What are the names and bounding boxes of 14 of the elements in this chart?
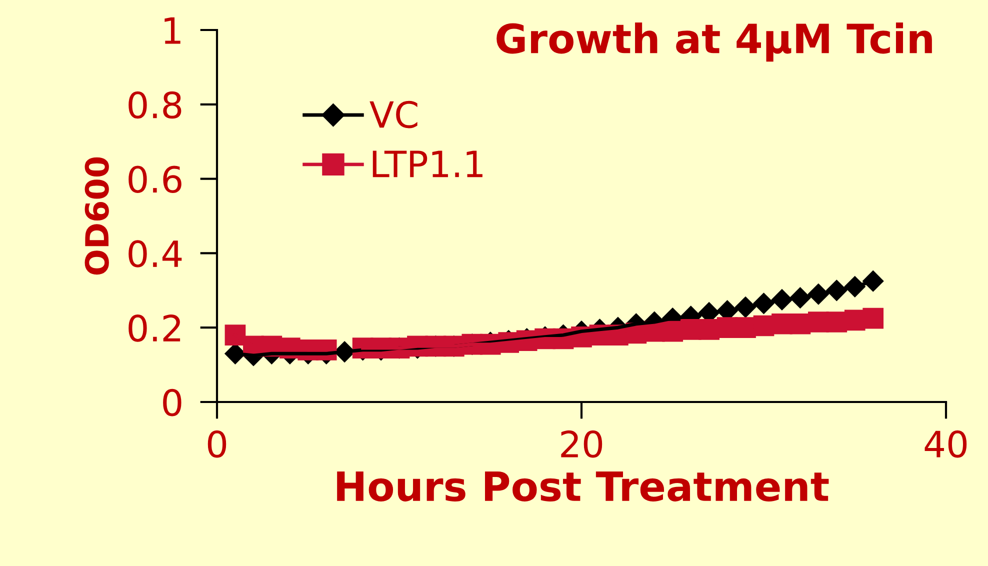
- y-axis-title: OD600: [84, 157, 109, 275]
- legend-label: LTP1.1: [372, 150, 482, 178]
- y-tick-label: 1: [164, 17, 180, 44]
- y-tick-label: 0: [163, 388, 182, 416]
- y-tick-label: 0.8: [128, 91, 182, 119]
- x-axis-title: Hours Post Treatment: [337, 472, 829, 502]
- chart-title: Growth at 4µM Tcin: [496, 22, 932, 62]
- y-tick-label: 0.4: [128, 240, 182, 268]
- y-tick-label: 0.2: [128, 314, 180, 342]
- x-tick-label: 0: [208, 430, 226, 458]
- y-tick-label: 0.6: [128, 166, 182, 194]
- x-tick-label: 40: [924, 430, 967, 458]
- x-tick-label: 20: [561, 430, 602, 458]
- legend-label: VC: [370, 100, 418, 128]
